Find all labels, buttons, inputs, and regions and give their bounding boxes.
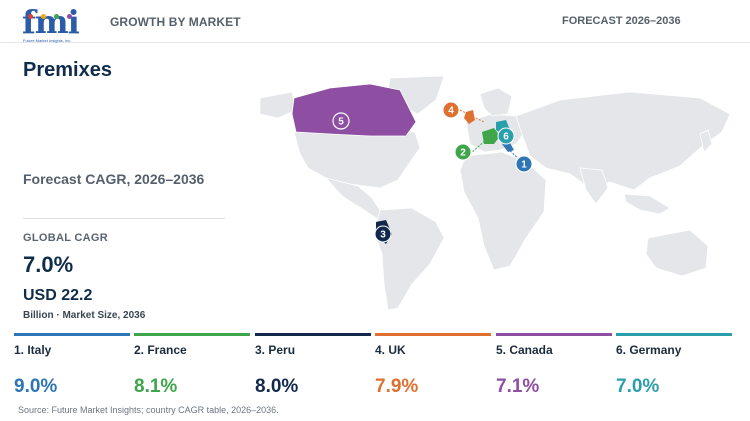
country-cards: 1. Italy 9.0% 2. France 8.1% 3. Peru 8.0…: [0, 333, 750, 403]
marker-canada: 5: [332, 112, 350, 130]
marker-circle: [515, 155, 533, 173]
country-cagr: 8.0%: [255, 376, 299, 397]
world-map: 1 2 3 4 5 6: [259, 75, 731, 311]
logo-figures-icon: [28, 6, 90, 19]
country-card-bar: [134, 333, 250, 336]
marker-circle: [332, 112, 350, 130]
country-name: 6. Germany: [616, 343, 682, 357]
header-bar: fmi Future Market Insights, Inc. GROWTH …: [0, 0, 750, 43]
marker-rank: 3: [380, 230, 386, 241]
logo-tagline: Future Market Insights, Inc.: [23, 38, 72, 43]
country-card-canada: 5. Canada 7.1%: [496, 333, 612, 403]
country-card-bar: [616, 333, 732, 336]
marker-circle: [442, 101, 460, 119]
country-card-bar: [255, 333, 371, 336]
country-card-italy: 1. Italy 9.0%: [14, 333, 130, 403]
country-cagr: 8.1%: [134, 376, 178, 397]
country-cagr: 7.1%: [496, 376, 540, 397]
marker-rank: 1: [521, 160, 527, 171]
country-name: 5. Canada: [496, 343, 553, 357]
forecast-label: FORECAST 2026–2036: [562, 15, 681, 27]
country-card-france: 2. France 8.1%: [134, 333, 250, 403]
section-label: GROWTH BY MARKET: [110, 15, 241, 29]
country-name: 3. Peru: [255, 343, 296, 357]
marker-rank: 2: [460, 148, 466, 159]
marker-france: 2: [454, 143, 472, 161]
logo-text: fmi: [22, 3, 80, 41]
country-cagr: 7.9%: [375, 376, 419, 397]
marker-circle: [454, 143, 472, 161]
marker-germany: 6: [497, 127, 515, 145]
country-markers: 1 2 3 4 5 6: [332, 101, 533, 243]
marker-italy: 1: [515, 155, 533, 173]
market-size-value: USD 22.2: [23, 287, 93, 304]
marker-rank: 6: [503, 132, 509, 143]
country-card-bar: [375, 333, 491, 336]
canada-shape: [291, 83, 417, 137]
market-size-caption: Billion · Market Size, 2036: [23, 310, 146, 321]
fmi-logo: fmi Future Market Insights, Inc.: [22, 3, 92, 46]
marker-rank: 5: [338, 117, 344, 128]
marker-peru: 3: [374, 225, 392, 243]
global-cagr-value: 7.0%: [23, 252, 74, 277]
country-cagr: 9.0%: [14, 376, 58, 397]
marker-circle: [497, 127, 515, 145]
country-name: 1. Italy: [14, 343, 52, 357]
divider: [23, 218, 225, 219]
marker-uk: 4: [442, 101, 460, 119]
global-cagr-label: GLOBAL CAGR: [23, 232, 108, 244]
country-name: 4. UK: [375, 343, 406, 357]
marker-circle: [374, 225, 392, 243]
country-card-uk: 4. UK 7.9%: [375, 333, 491, 403]
source-note: Source: Future Market Insights; country …: [18, 405, 279, 415]
country-name: 2. France: [134, 343, 187, 357]
country-card-germany: 6. Germany 7.0%: [616, 333, 732, 403]
page-title: Premixes: [23, 59, 112, 81]
country-cagr: 7.0%: [616, 376, 660, 397]
marker-rank: 4: [448, 106, 454, 117]
country-card-bar: [496, 333, 612, 336]
forecast-subtitle: Forecast CAGR, 2026–2036: [23, 171, 205, 187]
country-card-peru: 3. Peru 8.0%: [255, 333, 371, 403]
country-card-bar: [14, 333, 130, 336]
